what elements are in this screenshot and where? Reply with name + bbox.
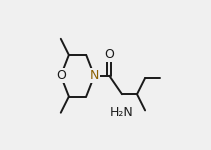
Text: O: O (56, 69, 66, 82)
Text: N: N (90, 69, 99, 82)
Text: O: O (104, 48, 114, 62)
Text: H₂N: H₂N (110, 106, 134, 119)
